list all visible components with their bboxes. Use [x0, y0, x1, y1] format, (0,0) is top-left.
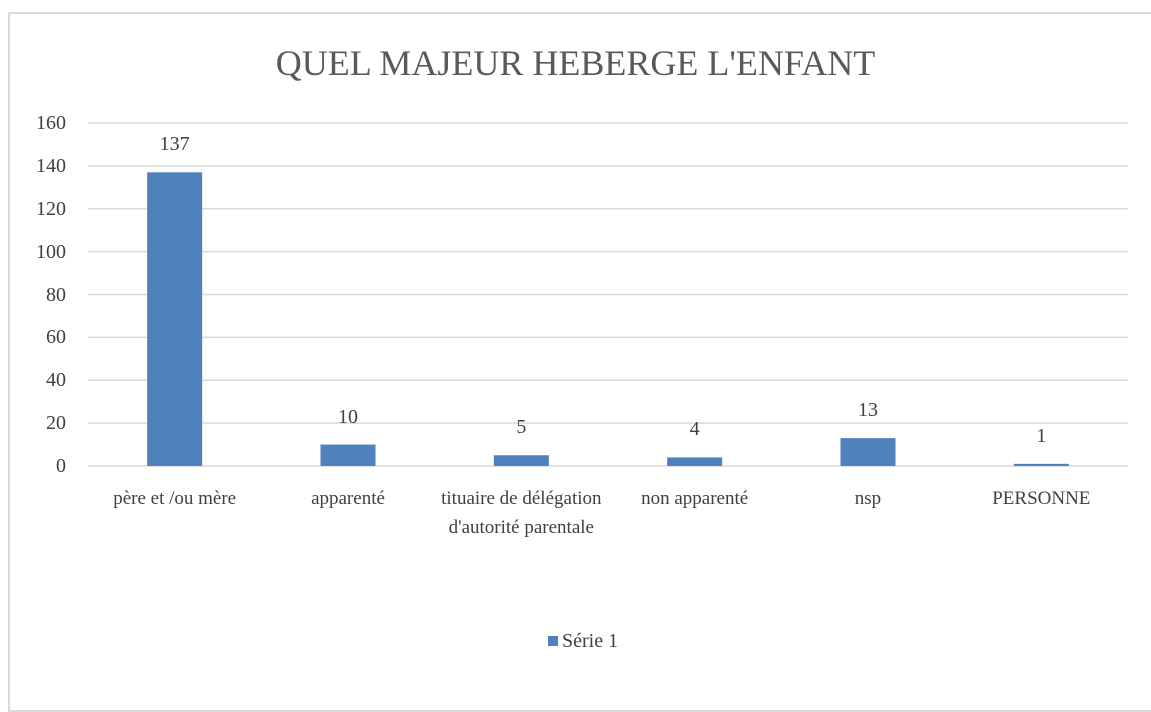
y-tick-label: 0: [56, 455, 66, 477]
data-label: 13: [858, 399, 878, 422]
y-tick-label: 20: [46, 412, 66, 435]
bar: [1013, 463, 1069, 466]
data-label: 137: [159, 133, 190, 156]
x-tick-label: père et /ou mère: [113, 488, 237, 509]
chart-title: QUEL MAJEUR HEBERGE L'ENFANT: [275, 43, 876, 83]
bar: [667, 457, 723, 466]
bar: [320, 444, 376, 466]
y-tick-label: 60: [46, 326, 66, 349]
data-label: 1: [1036, 424, 1047, 447]
bar: [493, 455, 549, 466]
plot: [88, 122, 1128, 646]
x-tick-label: PERSONNE: [992, 488, 1091, 509]
legend-swatch: [548, 636, 558, 646]
data-label: 5: [516, 416, 527, 439]
bar: [840, 438, 896, 466]
x-tick-label: non apparenté: [641, 488, 749, 509]
y-tick-label: 80: [46, 283, 66, 306]
y-tick-label: 40: [46, 369, 66, 392]
x-tick-label: tituaire de délégation d'autorité parent…: [441, 488, 602, 538]
y-tick-label: 100: [36, 240, 66, 263]
legend-label: Série 1: [562, 630, 619, 652]
x-tick-label: nsp: [854, 488, 882, 509]
data-label: 4: [689, 418, 700, 441]
y-tick-label: 120: [36, 197, 66, 220]
y-tick-label: 160: [36, 112, 66, 134]
bar: [147, 172, 203, 466]
x-tick-label: apparenté: [311, 488, 385, 509]
chart: QUEL MAJEUR HEBERGE L'ENFANT 0 20 40 60 80 10…: [8, 12, 1151, 712]
y-tick-label: 140: [36, 154, 66, 177]
data-label: 10: [338, 405, 358, 428]
